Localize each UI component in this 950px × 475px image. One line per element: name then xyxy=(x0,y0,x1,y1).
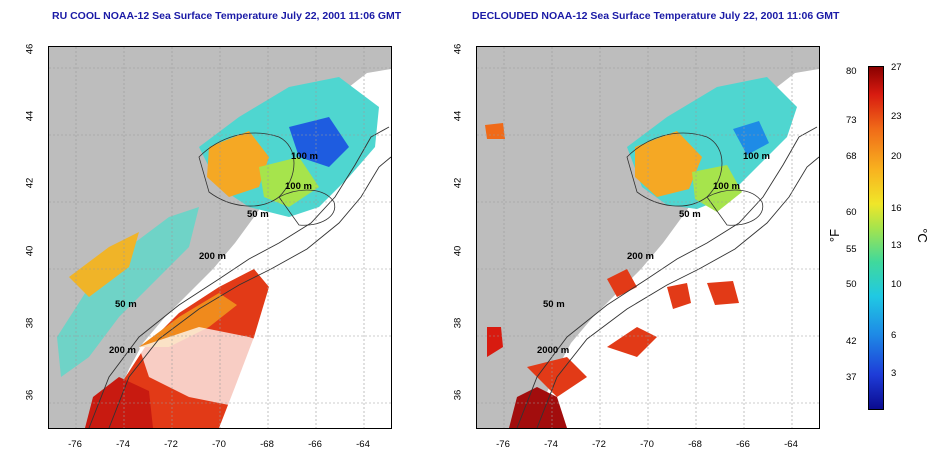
coastal-warm-patch xyxy=(69,232,139,297)
fahrenheit-tick-label: 80 xyxy=(846,66,857,77)
celsius-unit-label: °C xyxy=(914,228,930,243)
contour-label: 2000 m xyxy=(537,345,570,356)
lat-tick-label: 40 xyxy=(452,245,464,257)
lon-tick-label: -70 xyxy=(212,439,226,450)
contour-line xyxy=(516,126,818,428)
lat-tick-label: 36 xyxy=(24,389,36,401)
fahrenheit-tick-label: 37 xyxy=(846,372,857,383)
lon-tick-label: -66 xyxy=(308,439,322,450)
gulf-cold-patch xyxy=(289,117,349,167)
lon-tick-label: -76 xyxy=(68,439,82,450)
warm-sst-patch xyxy=(707,281,739,305)
map-graticule xyxy=(49,47,391,428)
lat-tick-label: 44 xyxy=(24,110,36,122)
warm-sst-patch xyxy=(487,327,503,357)
lat-tick-label: 46 xyxy=(24,43,36,55)
fahrenheit-tick-label: 68 xyxy=(846,151,857,162)
lon-tick-label: -72 xyxy=(592,439,606,450)
lon-tick-label: -66 xyxy=(736,439,750,450)
left-sst-map: 100 m 100 m 50 m 200 m 50 m 200 m xyxy=(48,46,392,429)
contour-label: 100 m xyxy=(291,151,318,162)
contour-label: 50 m xyxy=(115,299,137,310)
gulf-warm-patch xyxy=(635,131,702,197)
lon-tick-label: -74 xyxy=(544,439,558,450)
warm-sst-patch xyxy=(667,283,691,309)
warm-sst-patch xyxy=(485,123,505,139)
lat-tick-label: 38 xyxy=(24,317,36,329)
fahrenheit-tick-label: 55 xyxy=(846,244,857,255)
contour-label: 100 m xyxy=(285,181,312,192)
lat-tick-label: 40 xyxy=(24,245,36,257)
gulf-green-patch xyxy=(259,157,319,207)
map-graticule xyxy=(477,47,819,428)
lon-tick-label: -64 xyxy=(356,439,370,450)
celsius-tick-label: 23 xyxy=(891,111,902,122)
lat-tick-label: 42 xyxy=(24,177,36,189)
lon-tick-label: -68 xyxy=(260,439,274,450)
lon-tick-label: -76 xyxy=(496,439,510,450)
lon-tick-label: -64 xyxy=(784,439,798,450)
fahrenheit-tick-label: 73 xyxy=(846,115,857,126)
lon-tick-label: -70 xyxy=(640,439,654,450)
celsius-tick-label: 16 xyxy=(891,203,902,214)
cloud-mask xyxy=(139,327,279,407)
contour-label: 200 m xyxy=(627,251,654,262)
celsius-tick-label: 13 xyxy=(891,240,902,251)
contour-label: 100 m xyxy=(743,151,770,162)
fahrenheit-tick-label: 50 xyxy=(846,279,857,290)
lon-tick-label: -72 xyxy=(164,439,178,450)
right-map-title: DECLOUDED NOAA-12 Sea Surface Temperatur… xyxy=(472,10,840,22)
right-sst-map: 100 m 100 m 50 m 200 m 50 m 2000 m xyxy=(476,46,820,429)
fahrenheit-unit-label: °F xyxy=(827,228,843,243)
celsius-tick-label: 27 xyxy=(891,62,902,73)
orange-sst-region xyxy=(139,293,237,347)
lat-tick-label: 44 xyxy=(452,110,464,122)
celsius-tick-label: 6 xyxy=(891,330,897,341)
contour-label: 200 m xyxy=(199,251,226,262)
fahrenheit-tick-label: 42 xyxy=(846,336,857,347)
gulf-green-patch xyxy=(692,165,742,212)
coastal-sst-region xyxy=(57,207,199,377)
celsius-tick-label: 10 xyxy=(891,279,902,290)
contour-line xyxy=(626,132,723,207)
fahrenheit-tick-label: 60 xyxy=(846,207,857,218)
contour-label: 50 m xyxy=(679,209,701,220)
lat-tick-label: 42 xyxy=(452,177,464,189)
contour-line xyxy=(88,126,390,428)
temperature-colorbar xyxy=(868,66,884,410)
lat-tick-label: 38 xyxy=(452,317,464,329)
lon-tick-label: -68 xyxy=(688,439,702,450)
lat-tick-label: 46 xyxy=(452,43,464,55)
contour-line xyxy=(198,132,295,207)
celsius-tick-label: 3 xyxy=(891,368,897,379)
contour-label: 50 m xyxy=(247,209,269,220)
contour-label: 50 m xyxy=(543,299,565,310)
left-map-title: RU COOL NOAA-12 Sea Surface Temperature … xyxy=(52,10,402,22)
warm-sst-patch xyxy=(607,327,657,357)
contour-label: 200 m xyxy=(109,345,136,356)
gulf-cold-patch xyxy=(733,121,769,155)
celsius-tick-label: 20 xyxy=(891,151,902,162)
contour-label: 100 m xyxy=(713,181,740,192)
lat-tick-label: 36 xyxy=(452,389,464,401)
lon-tick-label: -74 xyxy=(116,439,130,450)
hot-sst-region xyxy=(509,387,567,428)
gulf-warm-patch xyxy=(207,131,269,197)
